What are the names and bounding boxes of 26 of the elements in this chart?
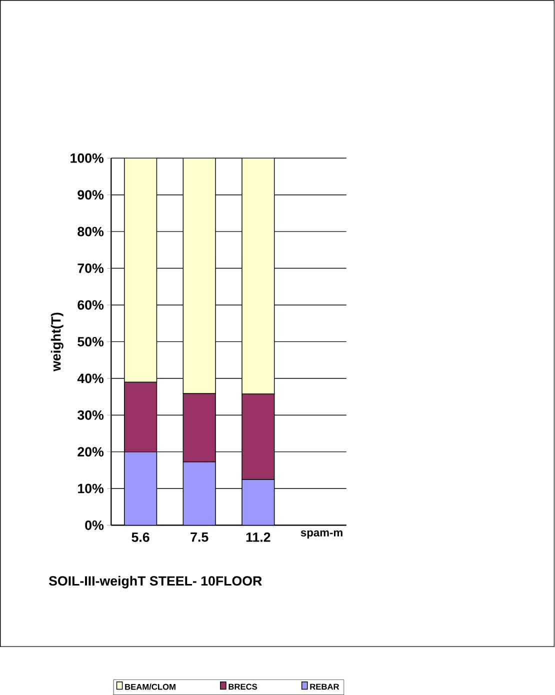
text: SOIL-III-weighT STEEL- 10FLOOR <box>49 576 262 588</box>
x-tick-label: 11.2 <box>246 532 270 542</box>
bar <box>183 158 216 394</box>
y-tick-label: 40% <box>78 374 104 384</box>
y-tick-label: 60% <box>78 300 104 310</box>
bar <box>124 158 158 382</box>
y-tick-label: 70% <box>78 264 104 273</box>
y-tick-label: 10% <box>78 484 104 494</box>
legend-label: BRECS <box>228 684 258 690</box>
bar <box>242 158 275 394</box>
y-tick-label: 100% <box>70 153 104 163</box>
x-tick-label: 5.6 <box>132 532 150 542</box>
bar <box>183 461 216 526</box>
bar <box>242 478 275 526</box>
y-tick-label: 30% <box>78 410 104 420</box>
y-tick-label: 50% <box>78 336 104 346</box>
y-tick-label: 20% <box>78 447 104 457</box>
x-tick-label: 7.5 <box>190 532 208 542</box>
y-tick-label: 80% <box>78 226 104 236</box>
bar <box>124 451 158 526</box>
y-tick-label: 0% <box>85 520 104 530</box>
legend-label: BEAM/CLOM <box>125 684 176 690</box>
y-axis-title: weight(T) <box>51 312 64 372</box>
y-tick-label: 90% <box>78 190 104 200</box>
x-axis-title: spam-m <box>301 530 343 539</box>
legend-label: REBAR <box>310 684 340 690</box>
